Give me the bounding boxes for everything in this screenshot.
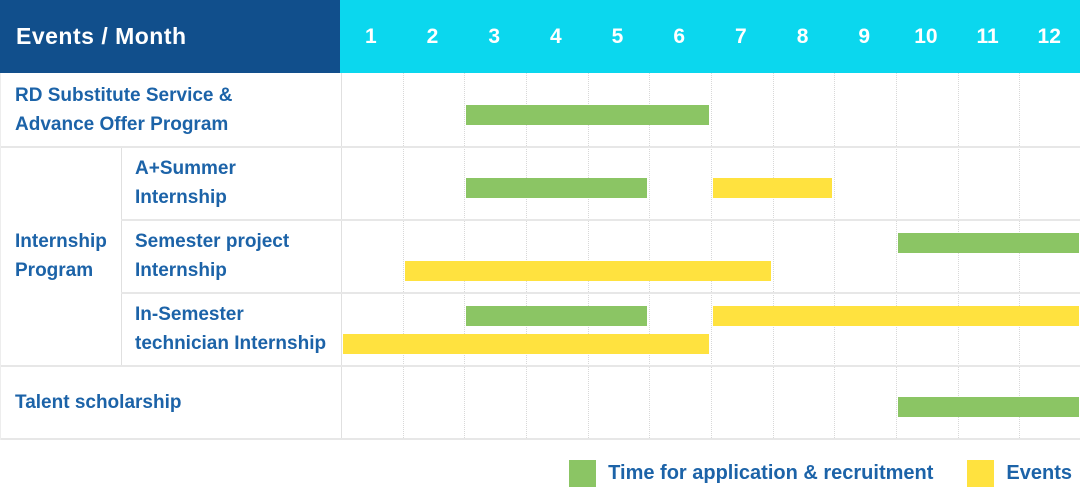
row-separator <box>121 292 1080 294</box>
month-header-9: 9 <box>858 24 871 48</box>
month-gridline <box>772 73 774 440</box>
application-bar-m3-m6 <box>466 105 709 125</box>
row-separator <box>1 146 1080 148</box>
row-label-line: A+Summer <box>135 157 236 179</box>
row-label-line: Talent scholarship <box>15 392 182 413</box>
gantt-body: Internship Program RD Substitute Service &… <box>0 73 1080 440</box>
row-label-4: In-Semester technician Internship <box>121 292 341 365</box>
month-gridline <box>711 73 712 440</box>
month-header-10: 10 <box>914 24 938 48</box>
month-header-strip: 1 2 3 4 5 6 7 8 9 10 11 12 <box>340 0 1080 73</box>
group-label-internship-program: Internship Program <box>1 146 121 365</box>
events-bar-m7-m8 <box>713 178 833 198</box>
month-gridline <box>957 73 959 440</box>
month-header-2: 2 <box>426 24 439 48</box>
group-label-line: Internship <box>15 230 107 252</box>
group-label-line: Program <box>15 259 94 281</box>
events-bar-m7-m12 <box>713 306 1079 326</box>
table-header-row: Events / Month 1 2 3 4 5 6 7 8 9 10 11 12 <box>0 0 1080 73</box>
row-label-1: RD Substitute Service & Advance Offer Pro… <box>1 73 341 146</box>
application-bar-m10-m12 <box>898 233 1079 253</box>
row-label-line: RD Substitute Service & <box>15 84 233 106</box>
row-label-line: Internship <box>135 259 227 281</box>
month-gridline <box>464 73 466 440</box>
row-label-line: Semester project <box>135 230 290 252</box>
row-separator <box>121 219 1080 221</box>
month-header-12: 12 <box>1037 24 1061 48</box>
month-gridline <box>587 73 589 440</box>
row-label-5: Talent scholarship <box>1 365 341 440</box>
label-grid-separator <box>341 73 342 440</box>
month-header-4: 4 <box>550 24 562 48</box>
row-separator <box>1 365 1080 367</box>
month-gridline <box>649 73 651 440</box>
legend-label-yellow: Events <box>1006 461 1072 484</box>
legend-item-green: Time for application & recruitment <box>569 459 934 487</box>
row-label-3: Semester project Internship <box>121 219 341 292</box>
month-gridline <box>896 73 897 440</box>
month-header-6: 6 <box>673 24 686 48</box>
application-bar-m10-m12 <box>898 397 1079 417</box>
month-header-11: 11 <box>976 24 999 48</box>
month-gridline <box>1019 73 1021 440</box>
row-label-line: In-Semester <box>135 303 244 325</box>
legend-label-green: Time for application & recruitment <box>608 461 934 484</box>
month-header-3: 3 <box>488 24 501 48</box>
row-label-line: Internship <box>135 186 227 208</box>
legend-item-yellow: Events <box>967 459 1072 487</box>
month-header-5: 5 <box>611 24 624 48</box>
month-gridline <box>526 73 527 440</box>
group-subrow-separator <box>121 146 122 365</box>
table-bottom-border <box>1 438 1080 440</box>
month-gridline <box>834 73 836 440</box>
row-label-line: Advance Offer Program <box>15 113 229 135</box>
legend: Time for application & recruitment Events <box>0 458 1072 488</box>
events-bar-m1-m6 <box>343 334 709 354</box>
month-gridline <box>402 73 404 440</box>
row-label-line: technician Internship <box>135 332 327 354</box>
row-label-2: A+Summer Internship <box>121 146 341 219</box>
month-header-7: 7 <box>735 24 747 48</box>
month-header-1: 1 <box>364 24 377 48</box>
events-month-header: Events / Month <box>0 0 340 73</box>
application-bar-m3-m5 <box>466 306 648 326</box>
legend-swatch-yellow <box>967 459 995 487</box>
events-bar-m2-m7 <box>404 261 771 281</box>
application-bar-m3-m5 <box>466 178 648 198</box>
month-header-8: 8 <box>796 24 809 48</box>
legend-swatch-green <box>569 459 597 487</box>
